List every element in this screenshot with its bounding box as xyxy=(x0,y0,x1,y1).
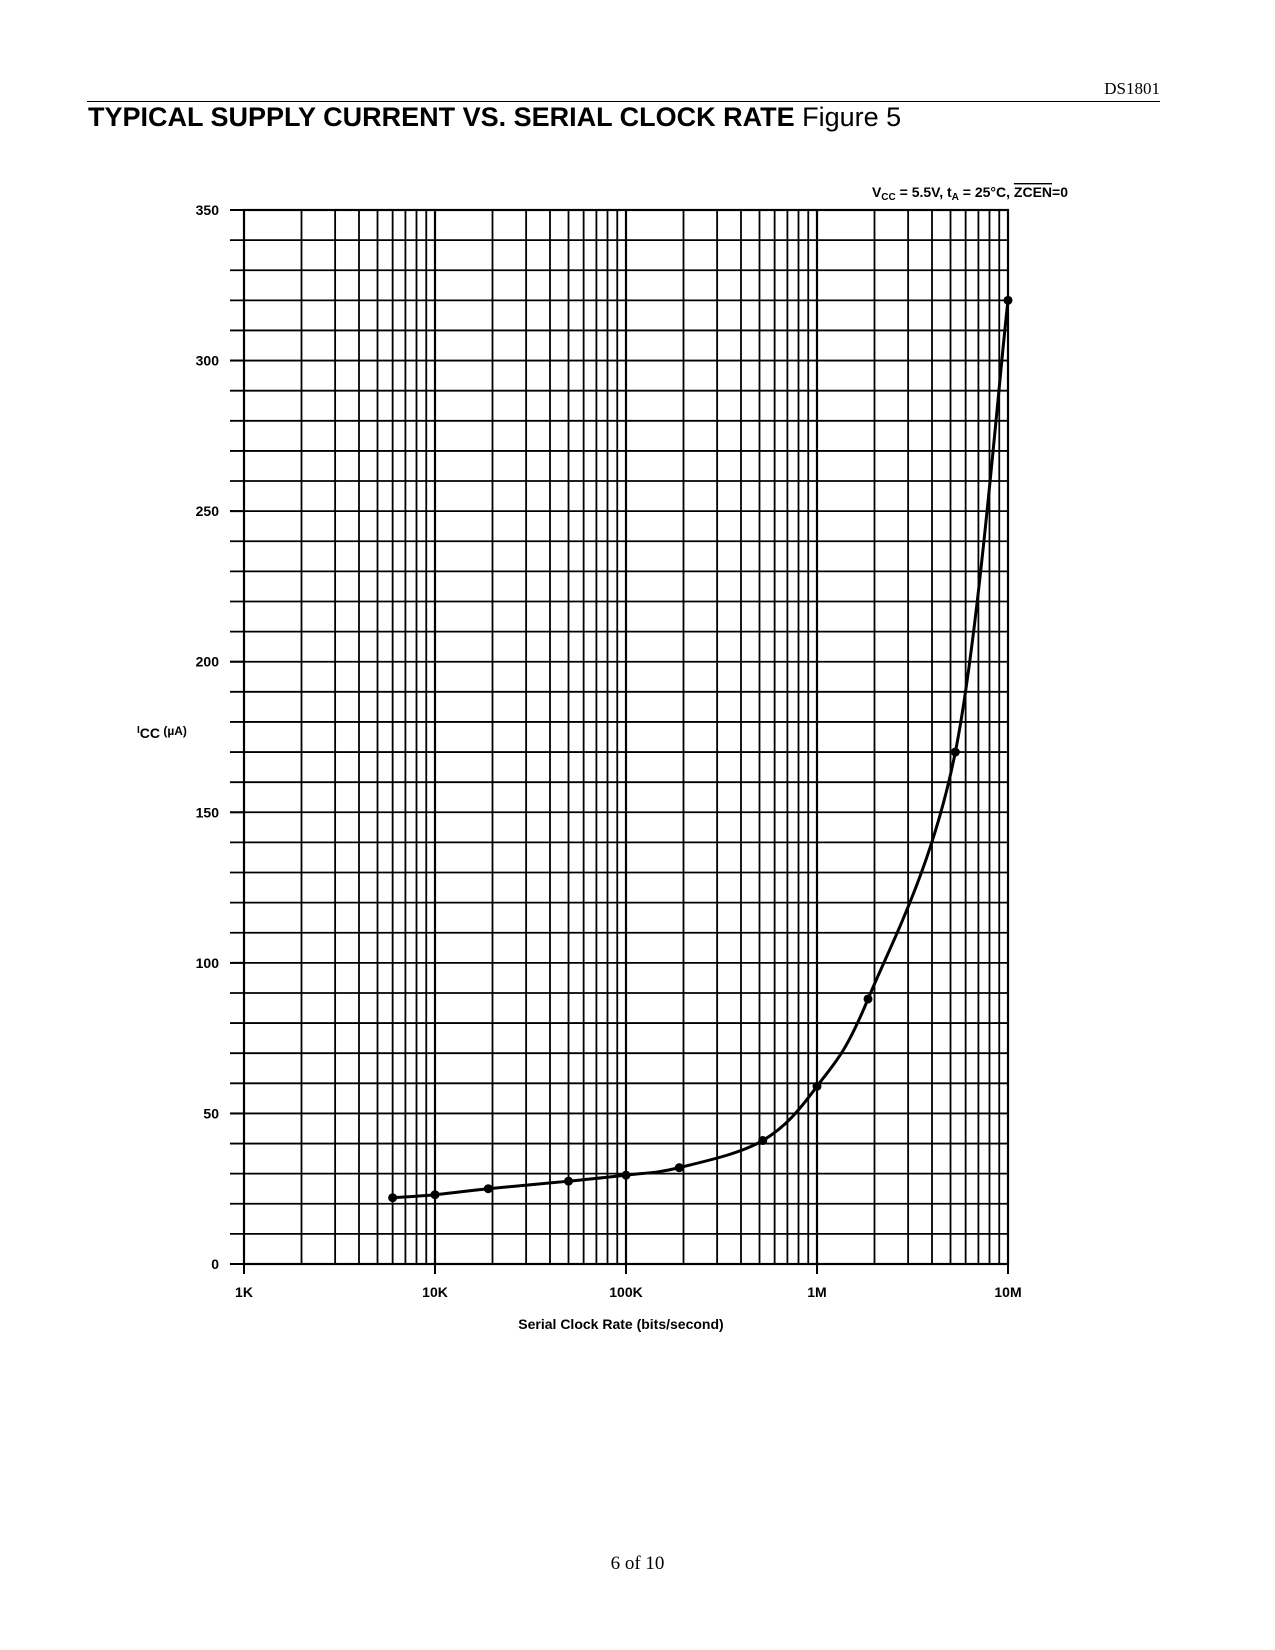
series-line xyxy=(392,300,1010,1200)
data-point xyxy=(674,1163,684,1173)
x-axis-label: Serial Clock Rate (bits/second) xyxy=(518,1316,723,1332)
y-tick-label: 200 xyxy=(196,654,220,670)
y-tick-label: 350 xyxy=(196,202,220,218)
document-id: DS1801 xyxy=(1104,79,1160,98)
data-point xyxy=(388,1193,398,1203)
data-point xyxy=(1003,295,1013,305)
series-layer xyxy=(388,295,1013,1203)
data-point xyxy=(863,994,873,1004)
page-number: 6 of 10 xyxy=(610,1553,665,1574)
figure-title-bold: TYPICAL SUPPLY CURRENT VS. SERIAL CLOCK … xyxy=(88,102,795,132)
axes xyxy=(230,208,1010,1274)
data-point xyxy=(483,1184,493,1194)
x-tick-label: 10M xyxy=(994,1284,1021,1300)
header-rule xyxy=(87,101,1160,102)
tick-labels: 0 50 100 150 200 250 300 350 1K 10K 100K 1M 10M xyxy=(196,202,1022,1300)
data-point xyxy=(621,1170,631,1180)
x-tick-label: 10K xyxy=(422,1284,448,1300)
x-tick-label: 1K xyxy=(235,1284,253,1300)
grid xyxy=(230,210,1008,1264)
figure-title-number: Figure 5 xyxy=(802,102,902,132)
y-tick-label: 150 xyxy=(196,804,220,820)
data-point xyxy=(430,1190,440,1200)
data-point xyxy=(950,747,960,757)
data-point xyxy=(812,1081,822,1091)
supply-current-chart: 0 50 100 150 200 250 300 350 1K 10K 100K 1M 10M VCC … xyxy=(137,184,1068,1332)
y-tick-label: 0 xyxy=(211,1256,219,1272)
y-tick-label: 250 xyxy=(196,503,220,519)
y-tick-label: 50 xyxy=(203,1105,219,1121)
data-point xyxy=(758,1136,768,1146)
data-point xyxy=(564,1176,574,1186)
y-axis-label: ICC (µA) xyxy=(137,724,187,741)
x-tick-label: 100K xyxy=(609,1284,642,1300)
test-conditions-annotation: VCC = 5.5V, tA = 25°C, ZCEN=0 xyxy=(872,184,1068,203)
figure-title: TYPICAL SUPPLY CURRENT VS. SERIAL CLOCK … xyxy=(88,102,901,133)
x-tick-label: 1M xyxy=(807,1284,826,1300)
y-tick-label: 100 xyxy=(196,955,220,971)
y-tick-label: 300 xyxy=(196,353,220,369)
